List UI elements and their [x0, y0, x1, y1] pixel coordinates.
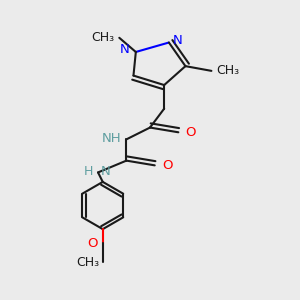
Text: CH₃: CH₃: [76, 256, 99, 269]
Text: O: O: [162, 159, 172, 172]
Text: NH: NH: [102, 132, 122, 145]
Text: N: N: [120, 43, 130, 56]
Text: N: N: [100, 165, 110, 178]
Text: CH₃: CH₃: [92, 31, 115, 44]
Text: O: O: [88, 237, 98, 250]
Text: N: N: [172, 34, 182, 47]
Text: H: H: [84, 165, 93, 178]
Text: CH₃: CH₃: [216, 64, 239, 77]
Text: O: O: [185, 126, 196, 139]
